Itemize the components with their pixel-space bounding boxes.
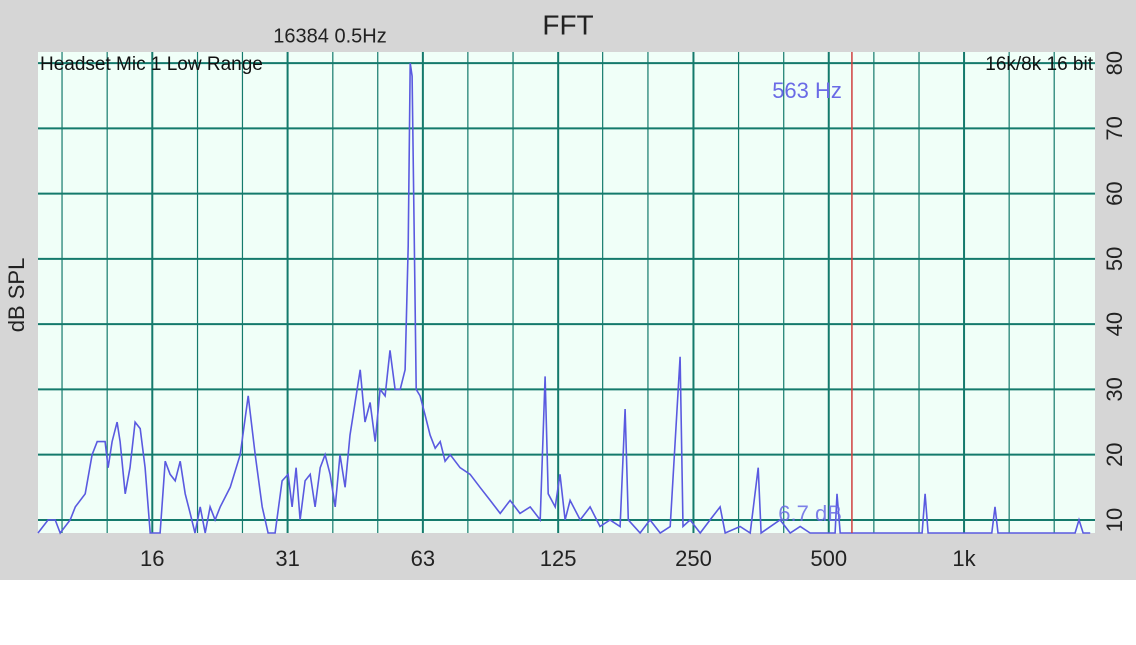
x-tick-label: 63 — [411, 546, 435, 571]
x-tick-label: 125 — [540, 546, 577, 571]
plot-background — [38, 52, 1095, 533]
y-tick-label: 80 — [1102, 51, 1127, 75]
x-tick-label: 250 — [675, 546, 712, 571]
level-label: 6.7 dB — [778, 501, 842, 526]
x-tick-label: 31 — [275, 546, 299, 571]
y-tick-label: 10 — [1102, 508, 1127, 532]
x-tick-label: 1k — [952, 546, 976, 571]
y-tick-label: 60 — [1102, 181, 1127, 205]
y-tick-label: 50 — [1102, 247, 1127, 271]
y-tick-label: 20 — [1102, 442, 1127, 466]
y-tick-label: 70 — [1102, 116, 1127, 140]
y-tick-label: 40 — [1102, 312, 1127, 336]
format-label: 16k/8k 16 bit — [985, 54, 1093, 75]
y-axis-label: dB SPL — [4, 258, 29, 333]
chart-title: FFT — [542, 9, 593, 40]
x-tick-label: 500 — [810, 546, 847, 571]
source-label: Headset Mic 1 Low Range — [40, 54, 263, 75]
y-tick-label: 30 — [1102, 377, 1127, 401]
x-tick-label: 16 — [140, 546, 164, 571]
chart-subtitle: 16384 0.5Hz — [273, 25, 386, 47]
cursor-label: 563 Hz — [772, 78, 842, 103]
spectrum-line — [37, 62, 1091, 535]
